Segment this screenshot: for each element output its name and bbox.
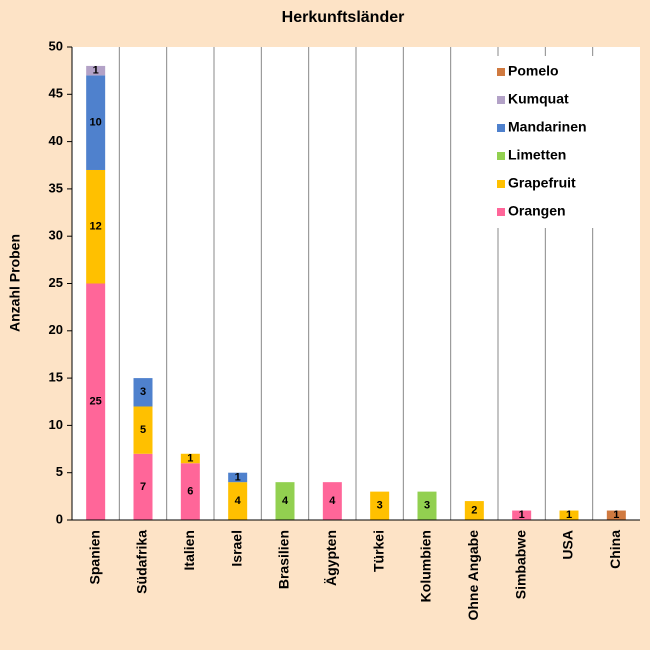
bar-segment xyxy=(559,510,579,520)
bar-segment xyxy=(228,472,248,483)
bar-segment xyxy=(180,463,200,520)
x-tick-label: Ägypten xyxy=(323,530,339,586)
bar-segment xyxy=(133,378,153,407)
y-tick-label: 40 xyxy=(49,133,63,148)
data-label: 25 xyxy=(90,396,102,408)
bar-segment xyxy=(133,453,153,520)
legend-label: Pomelo xyxy=(508,63,559,79)
x-tick-label: Israel xyxy=(228,530,244,567)
y-tick-label: 25 xyxy=(49,275,63,290)
y-tick-label: 10 xyxy=(49,417,63,432)
data-label: 3 xyxy=(377,500,383,512)
x-tick-label: Brasilien xyxy=(276,530,292,589)
bar-segment xyxy=(86,65,106,76)
x-tick-label: Simbabwe xyxy=(512,530,528,599)
bar-segment xyxy=(512,510,532,520)
data-label: 1 xyxy=(235,471,241,483)
bar-segment xyxy=(370,491,390,520)
y-tick-label: 45 xyxy=(49,86,63,101)
legend-marker xyxy=(497,96,505,104)
y-tick-label: 0 xyxy=(56,511,63,526)
data-label: 1 xyxy=(187,452,193,464)
legend-marker xyxy=(497,208,505,216)
bar-segment xyxy=(86,169,106,284)
x-tick-label: Ohne Angabe xyxy=(465,530,481,621)
y-tick-label: 50 xyxy=(49,38,63,53)
legend-box xyxy=(495,56,635,228)
x-tick-label: USA xyxy=(560,530,576,560)
y-axis-label: Anzahl Proben xyxy=(7,234,23,332)
legend-marker xyxy=(497,152,505,160)
x-tick-label: Italien xyxy=(181,530,197,570)
legend-label: Grapefruit xyxy=(508,175,576,191)
data-label: 1 xyxy=(93,65,99,77)
data-label: 3 xyxy=(424,500,430,512)
data-label: 5 xyxy=(140,424,146,436)
bar-segment xyxy=(86,75,106,170)
legend-label: Kumquat xyxy=(508,91,569,107)
data-label: 2 xyxy=(471,504,477,516)
y-tick-label: 5 xyxy=(56,464,63,479)
x-tick-label: Türkei xyxy=(370,530,386,572)
bar-segment xyxy=(86,283,106,520)
data-label: 1 xyxy=(519,509,525,521)
data-label: 4 xyxy=(329,495,336,507)
y-tick-label: 20 xyxy=(49,322,63,337)
legend-marker xyxy=(497,124,505,132)
x-tick-label: China xyxy=(607,530,623,569)
bar-segment xyxy=(275,482,295,520)
legend-marker xyxy=(497,180,505,188)
bar-segment xyxy=(133,406,153,454)
data-label: 1 xyxy=(566,509,572,521)
data-label: 6 xyxy=(187,486,193,498)
chart-title: Herkunftsländer xyxy=(282,9,405,26)
data-label: 4 xyxy=(282,495,289,507)
data-label: 4 xyxy=(235,495,242,507)
bar-segment xyxy=(464,501,484,520)
x-tick-label: Südafrika xyxy=(134,530,150,594)
bar-segment xyxy=(228,482,248,520)
y-tick-label: 30 xyxy=(49,228,63,243)
bar-segment xyxy=(322,482,342,520)
legend-label: Limetten xyxy=(508,147,566,163)
data-label: 1 xyxy=(613,509,619,521)
legend-label: Orangen xyxy=(508,203,566,219)
bar-segment xyxy=(180,453,200,464)
data-label: 12 xyxy=(90,221,102,233)
y-tick-label: 15 xyxy=(49,370,63,385)
data-label: 10 xyxy=(90,117,102,129)
bar-segment xyxy=(417,491,437,520)
legend-marker xyxy=(497,68,505,76)
bar-segment xyxy=(606,510,626,520)
legend-label: Mandarinen xyxy=(508,119,587,135)
data-label: 7 xyxy=(140,481,146,493)
x-tick-label: Kolumbien xyxy=(418,530,434,602)
y-tick-label: 35 xyxy=(49,180,63,195)
data-label: 3 xyxy=(140,386,146,398)
x-tick-label: Spanien xyxy=(86,530,102,584)
